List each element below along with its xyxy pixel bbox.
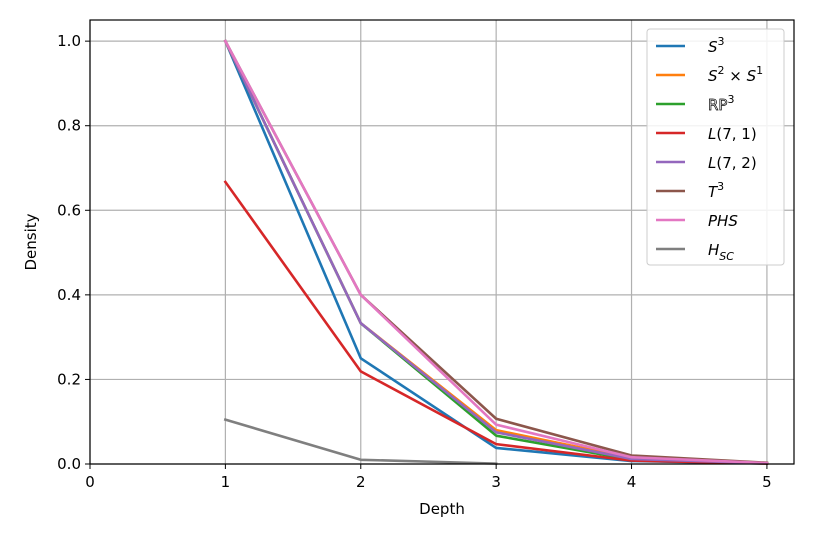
legend-label-l71: L(7, 1)	[708, 125, 757, 143]
axis-ticks: 0 1 2 3 4 5 0.0 0.2 0.4 0.6 0.8 1.0	[57, 32, 772, 491]
series-lines	[223, 39, 769, 465]
y-tick-label: 0.8	[57, 117, 81, 135]
y-tick-label: 0.2	[57, 370, 81, 388]
y-axis-label: Density	[22, 213, 40, 270]
x-tick-label: 3	[491, 473, 501, 491]
y-tick-label: 0.0	[57, 455, 81, 473]
x-tick-label: 1	[221, 473, 231, 491]
legend-label-rp3: RP3	[708, 93, 734, 114]
y-tick-label: 0.6	[57, 201, 81, 219]
legend-label-l72: L(7, 2)	[708, 154, 757, 172]
y-tick-label: 0.4	[57, 286, 81, 304]
x-tick-label: 2	[356, 473, 366, 491]
x-tick-label: 5	[762, 473, 772, 491]
legend-label-phs: PHS	[708, 212, 738, 230]
y-tick-label: 1.0	[57, 32, 81, 50]
series-line-h-sc	[223, 417, 498, 465]
series-line-phs	[223, 39, 769, 465]
plot-frame	[89, 19, 795, 465]
x-tick-label: 4	[627, 473, 637, 491]
x-tick-label: 0	[85, 473, 95, 491]
x-axis-label: Depth	[419, 500, 465, 518]
legend: S3 S2 × S1 RP3 L(7, 1) L(7, 2) T3 PHS HS…	[646, 28, 785, 266]
legend-box	[646, 28, 785, 266]
legend-label-s2xs1: S2 × S1	[708, 64, 763, 85]
